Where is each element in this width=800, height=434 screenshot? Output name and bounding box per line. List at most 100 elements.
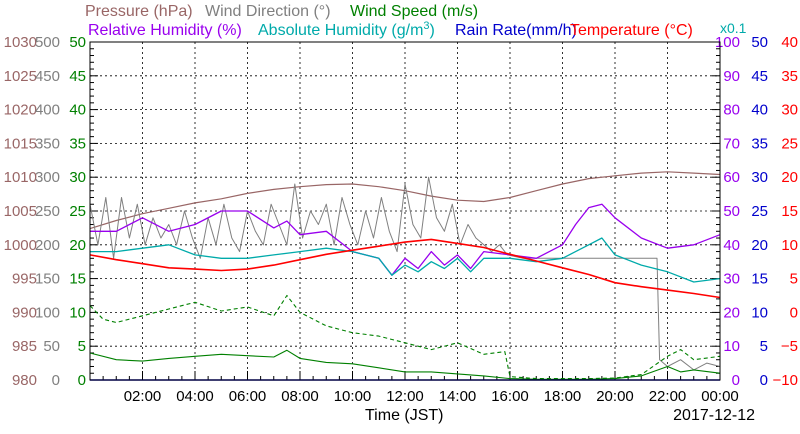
x-tick-label: 22:00 (649, 388, 687, 405)
x-tick-label: 18:00 (544, 388, 582, 405)
tick-label-rain: 0 (760, 372, 768, 389)
tick-label-humidity: 80 (723, 102, 740, 119)
tick-label-pressure: 1015 (4, 135, 37, 152)
tick-label-temperature: 0 (790, 304, 798, 321)
x-tick-label: 20:00 (596, 388, 634, 405)
series-pressure-hpa (89, 171, 721, 230)
tick-label-wind_dir: 0 (52, 372, 60, 389)
tick-label-temperature: 5 (790, 271, 798, 288)
absolute-humidity-legend: Absolute Humidity (g/m3) (258, 20, 435, 39)
tick-label-wind_speed: 20 (69, 237, 86, 254)
tick-label-temperature: 25 (781, 135, 798, 152)
tick-label-rain: 20 (751, 237, 768, 254)
tick-label-pressure: 995 (12, 271, 37, 288)
x-tick-label: 10:00 (334, 388, 372, 405)
tick-label-rain: 30 (751, 169, 768, 186)
tick-label-rain: 40 (751, 102, 768, 119)
tick-label-pressure: 1010 (4, 169, 37, 186)
tick-label-pressure: 1030 (4, 34, 37, 51)
tick-label-pressure: 980 (12, 372, 37, 389)
tick-label-humidity: 40 (723, 237, 740, 254)
absolute-humidity-superscript: 3 (423, 20, 429, 32)
temperature-legend: Temperature (°C) (570, 22, 693, 39)
tick-label-temperature: 40 (781, 34, 798, 51)
x-tick-label: 16:00 (491, 388, 529, 405)
x-tick-label: 02:00 (124, 388, 162, 405)
tick-label-pressure: 1005 (4, 203, 37, 220)
tick-label-rain: 25 (751, 203, 768, 220)
tick-label-wind_dir: 450 (35, 68, 60, 85)
tick-label-humidity: 60 (723, 169, 740, 186)
tick-label-wind_speed: 50 (69, 34, 86, 51)
tick-label-wind_dir: 350 (35, 135, 60, 152)
tick-label-humidity: 30 (723, 271, 740, 288)
tick-label-wind_dir: 150 (35, 271, 60, 288)
wind-direction-legend: Wind Direction (°) (205, 3, 331, 20)
series-absolute-humidity-g-m-x0-1 (90, 237, 721, 283)
tick-label-humidity: 0 (732, 372, 740, 389)
tick-label-wind_speed: 5 (78, 338, 86, 355)
tick-label-rain: 35 (751, 135, 768, 152)
tick-label-temperature: 30 (781, 102, 798, 119)
tick-label-wind_dir: 200 (35, 237, 60, 254)
wind-speed-legend: Wind Speed (m/s) (350, 3, 478, 20)
tick-label-humidity: 10 (723, 338, 740, 355)
x-axis-title: Time (JST) (365, 407, 444, 424)
tick-label-rain: 50 (751, 34, 768, 51)
tick-label-wind_speed: 35 (69, 135, 86, 152)
tick-label-rain: 45 (751, 68, 768, 85)
x-tick-label: 04:00 (176, 388, 214, 405)
series-relative-humidity (90, 203, 721, 276)
tick-label-wind_speed: 15 (69, 271, 86, 288)
tick-label-wind_dir: 100 (35, 304, 60, 321)
pressure-legend: Pressure (hPa) (85, 3, 193, 20)
tick-label-wind_speed: 45 (69, 68, 86, 85)
tick-label-pressure: 990 (12, 304, 37, 321)
tick-label-humidity: 100 (715, 34, 740, 51)
tick-label-temperature: −5 (781, 338, 798, 355)
rain-rate-legend: Rain Rate(mm/h) (455, 22, 577, 39)
tick-label-temperature: 10 (781, 237, 798, 254)
tick-label-rain: 5 (760, 338, 768, 355)
tick-label-pressure: 1000 (4, 237, 37, 254)
tick-label-wind_speed: 30 (69, 169, 86, 186)
plot-frame (89, 41, 721, 381)
absolute-humidity-multiplier: x0.1 (720, 20, 747, 36)
tick-label-wind_dir: 250 (35, 203, 60, 220)
tick-label-wind_speed: 0 (78, 372, 86, 389)
series-temperature-c (89, 238, 721, 299)
x-tick-label: 08:00 (281, 388, 319, 405)
tick-label-wind_speed: 40 (69, 102, 86, 119)
series-wind-speed-m-s (89, 349, 721, 380)
tick-label-temperature: 35 (781, 68, 798, 85)
tick-label-temperature: 15 (781, 203, 798, 220)
x-tick-label: 00:00 (701, 388, 739, 405)
tick-label-wind_dir: 300 (35, 169, 60, 186)
tick-label-wind_speed: 10 (69, 304, 86, 321)
tick-label-pressure: 1020 (4, 102, 37, 119)
tick-label-temperature: −10 (773, 372, 798, 389)
x-tick-label: 06:00 (229, 388, 267, 405)
tick-label-humidity: 90 (723, 68, 740, 85)
tick-label-humidity: 20 (723, 304, 740, 321)
x-tick-label: 12:00 (386, 388, 424, 405)
tick-label-humidity: 50 (723, 203, 740, 220)
tick-label-rain: 10 (751, 304, 768, 321)
tick-label-wind_dir: 500 (35, 34, 60, 51)
series-wind-gust-m-s (89, 294, 721, 380)
tick-label-pressure: 1025 (4, 68, 37, 85)
tick-label-wind_dir: 50 (43, 338, 60, 355)
x-tick-label: 14:00 (439, 388, 477, 405)
tick-label-wind_speed: 25 (69, 203, 86, 220)
tick-label-humidity: 70 (723, 135, 740, 152)
humidity-legend: Relative Humidity (%) (88, 22, 242, 39)
tick-label-rain: 15 (751, 271, 768, 288)
tick-label-pressure: 985 (12, 338, 37, 355)
date-label: 2017-12-12 (673, 407, 755, 424)
tick-label-temperature: 20 (781, 169, 798, 186)
tick-label-wind_dir: 400 (35, 102, 60, 119)
x-axis-labels: 02:00 04:00 06:00 08:00 10:00 12:00 14:00 16:00… (124, 388, 739, 405)
